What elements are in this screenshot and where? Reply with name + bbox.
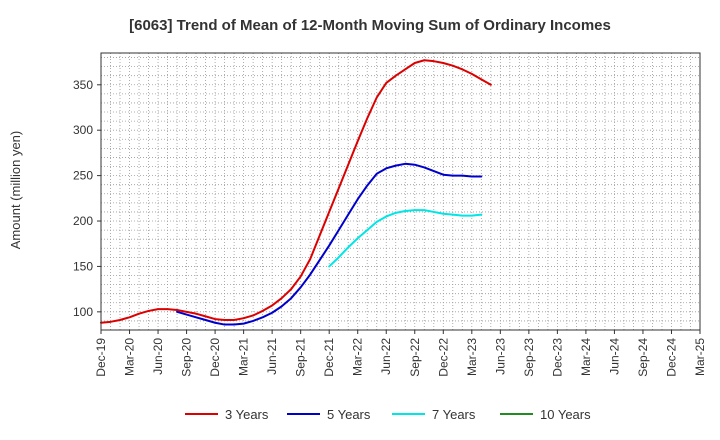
- x-tick-label: Jun-23: [493, 338, 507, 375]
- x-tick-label: Sep-20: [180, 338, 194, 377]
- x-tick-label: Jun-21: [265, 338, 279, 375]
- y-tick-label: 100: [73, 305, 93, 319]
- x-tick-label: Dec-19: [94, 338, 108, 377]
- legend-label: 5 Years: [327, 407, 371, 422]
- x-tick-label: Sep-21: [294, 338, 308, 377]
- x-tick-label: Sep-22: [408, 338, 422, 377]
- x-tick-label: Dec-22: [436, 338, 450, 377]
- x-tick-label: Jun-24: [607, 338, 621, 375]
- legend-label: 3 Years: [225, 407, 269, 422]
- y-tick-label: 150: [73, 259, 93, 273]
- x-tick-label: Mar-20: [123, 338, 137, 376]
- series-line-5-years: [176, 162, 483, 326]
- legend-label: 10 Years: [540, 407, 591, 422]
- x-tick-label: Mar-24: [579, 338, 593, 376]
- plot-border: [100, 52, 701, 331]
- series-layer: [100, 59, 492, 326]
- x-tick-label: Sep-23: [522, 338, 536, 377]
- y-tick-label: 300: [73, 123, 93, 137]
- x-tick-label: Sep-24: [636, 338, 650, 377]
- x-tick-label: Dec-23: [550, 338, 564, 377]
- y-tick-label: 200: [73, 214, 93, 228]
- legend-label: 7 Years: [432, 407, 476, 422]
- axes: 100 150 200 250 300 350 Dec-19 Mar-20 Jun-20 Sep-…: [73, 52, 707, 377]
- series-line-3-years: [100, 59, 492, 324]
- y-tick-label: 250: [73, 169, 93, 183]
- x-tick-label: Dec-20: [208, 338, 222, 377]
- x-tick-label: Mar-21: [237, 338, 251, 376]
- x-tick-label: Dec-21: [322, 338, 336, 377]
- plot-area: [101, 53, 700, 330]
- x-tick-label: Jun-20: [151, 338, 165, 375]
- x-tick-label: Mar-23: [465, 338, 479, 376]
- chart-title: [6063] Trend of Mean of 12-Month Moving …: [129, 17, 611, 34]
- x-tick-label: Mar-22: [351, 338, 365, 376]
- legend: 3 Years 5 Years 7 Years 10 Years: [185, 407, 591, 422]
- x-tick-label: Jun-22: [379, 338, 393, 375]
- y-axis-label: Amount (million yen): [8, 131, 23, 250]
- x-tick-label: Mar-25: [693, 338, 707, 376]
- grid: [100, 53, 701, 331]
- x-tick-label: Dec-24: [664, 338, 678, 377]
- series-line-7-years: [328, 209, 483, 268]
- y-tick-label: 350: [73, 78, 93, 92]
